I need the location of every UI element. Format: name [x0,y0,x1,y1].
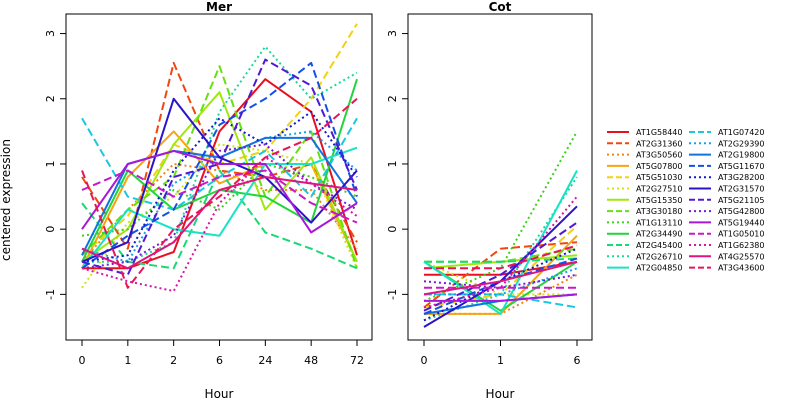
legend-label-23: AT1G62380 [718,241,764,250]
panel-title-1: Cot [489,0,512,14]
series-line-0-25 [81,98,358,289]
y-tick-label-1-4: 3 [386,30,399,37]
x-tick-label-0-4: 24 [258,354,272,367]
y-tick-label-0-1: 0 [44,226,57,233]
series-line-1-12 [423,170,578,315]
y-tick-label-0-2: 1 [44,160,57,167]
series-line-0-8 [81,163,358,237]
legend-label-10: AT2G45400 [636,241,682,250]
legend-label-21: AT5G19440 [718,218,764,227]
y-tick-label-1-2: 1 [386,160,399,167]
panel-title-0: Mer [206,0,232,14]
x-tick-label-0-0: 0 [79,354,86,367]
series-line-1-19 [423,221,578,312]
series-line-0-4 [81,23,358,256]
series-line-0-21 [81,149,358,234]
series-line-0-12 [81,146,358,269]
legend-label-12: AT2G04850 [636,264,682,273]
x-tick-label-0-2: 2 [170,354,177,367]
legend-label-20: AT5G42800 [718,207,764,216]
x-tick-label-0-3: 6 [216,354,223,367]
legend-label-22: AT1G05010 [718,230,764,239]
x-tick-label-1-2: 6 [574,354,581,367]
series-line-1-24 [423,260,578,296]
y-tick-label-0-3: 2 [44,95,57,102]
series-line-0-3 [81,130,358,269]
series-line-0-13 [81,117,358,211]
series-line-0-18 [81,97,358,263]
x-axis-label-1: Hour [486,387,515,400]
legend-label-5: AT2G27510 [636,185,682,194]
y-axis-label: centered expression [0,139,13,261]
x-axis-label-0: Hour [205,387,234,400]
legend-label-6: AT5G15350 [636,196,682,205]
legend-label-15: AT2G19800 [718,151,764,160]
legend-label-14: AT2G29390 [718,139,764,148]
x-tick-label-1-0: 0 [421,354,428,367]
legend-label-9: AT2G34490 [636,230,682,239]
series-line-1-16 [423,257,578,315]
series-line-1-1 [423,241,578,309]
x-tick-label-0-1: 1 [124,354,131,367]
y-tick-label-0-0: -1 [44,289,57,300]
legend-label-0: AT1G58440 [636,128,682,137]
y-tick-label-1-0: -1 [386,289,399,300]
legend-label-4: AT5G51030 [636,173,682,182]
legend-label-3: AT5G07800 [636,162,682,171]
y-tick-label-1-1: 0 [386,226,399,233]
legend-label-11: AT2G26710 [636,252,682,261]
legend-label-17: AT3G28200 [718,173,764,182]
legend-label-13: AT1G07420 [718,128,764,137]
x-tick-label-0-6: 72 [350,354,364,367]
legend-label-8: AT1G13110 [636,218,682,227]
series-line-0-17 [81,110,358,263]
legend-label-7: AT3G30180 [636,207,682,216]
legend-label-16: AT5G11670 [718,162,764,171]
legend-label-19: AT5G21105 [718,196,764,205]
x-tick-label-1-1: 1 [497,354,504,367]
legend-label-24: AT4G25570 [718,252,764,261]
series-line-1-14 [424,267,578,296]
y-tick-label-1-3: 2 [386,95,399,102]
legend-label-25: AT3G43600 [718,264,764,273]
legend-label-1: AT2G31360 [636,139,682,148]
series-line-0-24 [81,176,358,270]
series-line-0-16 [81,61,358,270]
y-tick-label-0-4: 3 [44,30,57,37]
series-line-1-23 [423,195,578,309]
legend-label-2: AT3G50560 [636,151,682,160]
legend-label-18: AT2G31570 [718,185,764,194]
series-line-0-22 [81,169,358,224]
panel-frame-1 [407,13,593,341]
series-line-1-25 [424,244,578,270]
x-tick-label-0-5: 48 [304,354,318,367]
